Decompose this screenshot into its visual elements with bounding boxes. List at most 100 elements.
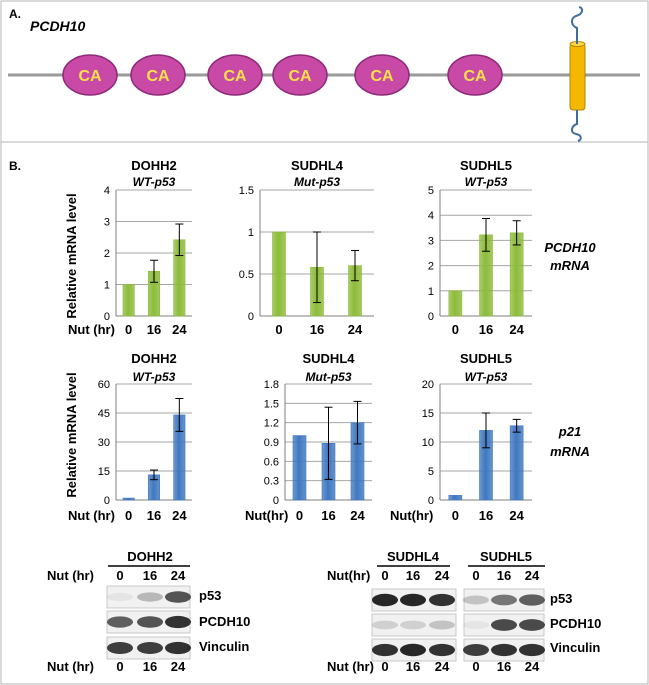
row-label-pcdh10: PCDH10	[544, 240, 596, 255]
transmembrane-domain	[569, 6, 586, 142]
x-tick-label: 24	[172, 322, 187, 337]
ca-domain-ellipse	[62, 54, 118, 96]
y-tick-label: 5	[428, 185, 434, 197]
blot-bottom-time-sudhl4-16: 16	[406, 659, 420, 674]
ca-domain: CA	[130, 54, 186, 96]
y-tick-label: 4	[428, 210, 434, 222]
blot-bottom-time-sudhl5-16: 16	[497, 659, 511, 674]
blot-bottom-time-sudhl4-24: 24	[435, 659, 450, 674]
chart-title: DOHH2	[131, 351, 177, 366]
blot-title-sudhl5: SUDHL5	[480, 549, 532, 564]
blot-band	[372, 593, 398, 607]
blot-band	[107, 642, 133, 654]
y-tick-label: 1.5	[239, 185, 254, 197]
y-tick-label: 20	[422, 379, 434, 391]
panel-a: A. PCDH10 CA CA CA CA CA CA	[8, 6, 640, 142]
bar-chart: SUDHL4 Mut-p53 0 0.3 0.6 0.9 1.2 1.5 1.8 0 16 24	[264, 351, 372, 523]
y-tick-label: 10	[422, 437, 434, 449]
y-tick-label: 0	[104, 311, 110, 323]
row-label-p21: p21	[558, 424, 581, 439]
chart-subtitle: WT-p53	[133, 175, 176, 189]
blot-band	[429, 620, 455, 630]
y-tick-label: 30	[98, 437, 110, 449]
bar-chart: DOHH2 WT-p53 0 15 30 45 60 0 16 24	[98, 351, 192, 523]
blot-nut-label-left: Nut (hr)	[47, 568, 94, 583]
ca-domain: CA	[62, 54, 118, 96]
bar	[292, 435, 307, 501]
blot-bottom-time-sudhl5-0: 0	[472, 659, 479, 674]
x-tick-label: 24	[348, 322, 363, 337]
bar	[448, 495, 463, 501]
bar-chart: SUDHL5 WT-p53 0 1 2 3 4 5 0 16 24	[428, 158, 532, 337]
tm-cylinder	[569, 43, 586, 111]
x-tick-label: 24	[509, 508, 524, 523]
bar	[122, 284, 135, 317]
protein-label-pcdh10-right: PCDH10	[550, 616, 601, 631]
blot-band	[519, 619, 545, 631]
blot-band	[107, 616, 133, 628]
intracellular-tail	[571, 110, 582, 142]
row-label-pcdh10-mrna: mRNA	[550, 258, 590, 273]
bar	[272, 231, 286, 317]
y-tick-label: 2	[428, 261, 434, 273]
ca-domain: CA	[447, 54, 503, 96]
chart-title: DOHH2	[131, 158, 177, 173]
x-tick-label: 24	[172, 508, 187, 523]
y-tick-label: 15	[422, 408, 434, 420]
y-tick-label: 1	[104, 280, 110, 292]
bar-chart: SUDHL4 Mut-p53 0 0.5 1 1.5 0 16 24	[239, 158, 374, 337]
x-tick-label: 0	[452, 508, 459, 523]
blot-band	[165, 641, 191, 655]
blot-bottom-time-dohh2-0: 0	[116, 659, 123, 674]
blot-band	[165, 615, 191, 629]
blot-time-sudhl5-16: 16	[497, 568, 511, 583]
blot-band	[519, 643, 545, 657]
blot-band	[372, 620, 398, 630]
y-tick-label: 1	[428, 286, 434, 298]
panel-b: B. Relative mRNA level Relative mRNA lev…	[9, 158, 596, 523]
blot-band	[137, 592, 163, 602]
y-tick-label: 1.5	[264, 398, 279, 410]
bar-chart: SUDHL5 WT-p53 0 5 10 15 20 0 16 24	[422, 351, 532, 523]
x-axis-label-row2-mid: Nut(hr)	[245, 508, 288, 523]
blot-time-sudhl5-24: 24	[525, 568, 540, 583]
ca-domain-label: CA	[223, 68, 247, 85]
blot-time-dohh2-16: 16	[143, 568, 157, 583]
blot-band	[400, 620, 426, 630]
blot-band	[491, 594, 517, 606]
x-axis-label-row1: Nut (hr)	[68, 322, 115, 337]
blot-band	[372, 643, 398, 657]
blot-bottom-time-sudhl5-24: 24	[525, 659, 540, 674]
blot-band	[463, 620, 489, 630]
blot-time-dohh2-0: 0	[116, 568, 123, 583]
blot-band	[400, 643, 426, 657]
y-axis-label-row2: Relative mRNA level	[64, 372, 79, 497]
chart-subtitle: WT-p53	[465, 370, 508, 384]
blot-band	[491, 619, 517, 631]
y-axis-label-row1: Relative mRNA level	[64, 193, 79, 318]
x-tick-label: 16	[147, 322, 161, 337]
y-tick-label: 0.9	[264, 437, 279, 449]
chart-title: SUDHL4	[302, 351, 355, 366]
protein-label-p53-left: p53	[199, 588, 221, 603]
blot-bottom-time-dohh2-24: 24	[171, 659, 186, 674]
bar-chart: DOHH2 WT-p53 0 1 2 3 4 0 16 24	[104, 158, 192, 337]
ca-domain-label: CA	[78, 68, 102, 85]
chart-title: SUDHL4	[291, 158, 344, 173]
ca-domain-group: CA CA CA CA CA CA	[62, 54, 503, 96]
blot-nut-label-right: Nut(hr)	[327, 568, 370, 583]
chart-subtitle: Mut-p53	[306, 370, 352, 384]
y-tick-label: 0	[104, 495, 110, 507]
y-tick-label: 45	[98, 408, 110, 420]
y-tick-label: 15	[98, 466, 110, 478]
x-tick-label: 24	[350, 508, 365, 523]
ca-domain-label: CA	[370, 68, 394, 85]
chart-title: SUDHL5	[460, 351, 512, 366]
blot-title-dohh2: DOHH2	[127, 549, 173, 564]
blot-title-sudhl4: SUDHL4	[387, 549, 440, 564]
x-tick-label: 0	[296, 508, 303, 523]
y-tick-label: 1.8	[264, 379, 279, 391]
ca-domain: CA	[207, 54, 263, 96]
